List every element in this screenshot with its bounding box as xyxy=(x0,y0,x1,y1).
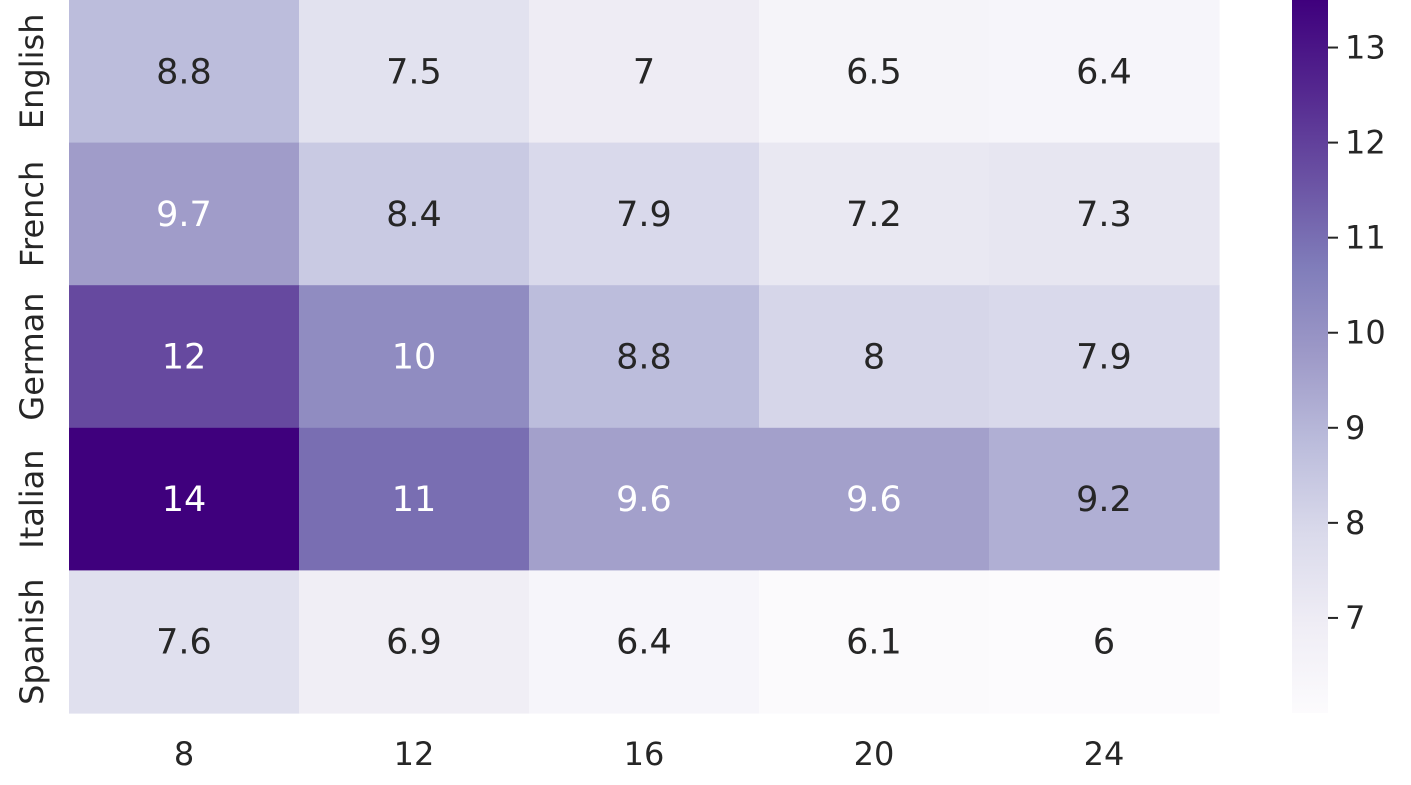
heatmap-cell xyxy=(989,570,1220,714)
heatmap-cell xyxy=(69,427,300,571)
heatmap-cell xyxy=(759,0,990,144)
cell-label: 6.4 xyxy=(1076,52,1132,92)
x-tick-label: 8 xyxy=(174,735,194,773)
cell-label: 8.8 xyxy=(156,52,212,92)
heatmap-cell xyxy=(989,142,1220,286)
cell-label: 11 xyxy=(392,480,437,520)
cell-label: 14 xyxy=(162,480,207,520)
cell-label: 9.6 xyxy=(846,480,902,520)
cell-label: 7 xyxy=(633,52,655,92)
heatmap-cell xyxy=(989,427,1220,571)
cell-label: 6.1 xyxy=(846,623,902,663)
heatmap-cell xyxy=(989,285,1220,429)
x-axis-ticks: 8 12 16 20 24 xyxy=(174,735,1125,773)
heatmap-cells xyxy=(69,0,1220,714)
cell-label: 8.4 xyxy=(386,195,442,235)
colorbar-tick-label: 9 xyxy=(1345,409,1365,447)
heatmap-cell xyxy=(299,285,530,429)
cell-label: 7.9 xyxy=(1076,338,1132,378)
cell-label: 9.2 xyxy=(1076,480,1132,520)
y-tick-label: French xyxy=(13,161,51,267)
heatmap-cell xyxy=(529,142,760,286)
x-tick-label: 24 xyxy=(1084,735,1125,773)
heatmap-cell xyxy=(69,570,300,714)
colorbar-tick-label: 8 xyxy=(1345,504,1365,542)
colorbar-tick-label: 11 xyxy=(1345,219,1386,257)
heatmap-cell xyxy=(69,142,300,286)
colorbar: 7 8 9 10 11 12 13 xyxy=(1292,0,1386,713)
heatmap-cell xyxy=(529,427,760,571)
heatmap-cell xyxy=(299,0,530,144)
colorbar-tick-label: 13 xyxy=(1345,29,1386,67)
heatmap-cell-labels: 8.8 7.5 7 6.5 6.4 9.7 8.4 7.9 7.2 7.3 12 10 8.8 8 7.9 1… xyxy=(156,52,1132,662)
cell-label: 7.6 xyxy=(156,623,212,663)
heatmap-cell xyxy=(759,427,990,571)
colorbar-gradient xyxy=(1292,0,1328,713)
cell-label: 6.4 xyxy=(616,623,672,663)
heatmap-cell xyxy=(69,285,300,429)
heatmap-cell xyxy=(759,570,990,714)
y-tick-label: Spanish xyxy=(13,579,51,705)
cell-label: 8 xyxy=(863,338,885,378)
cell-label: 9.7 xyxy=(156,195,212,235)
y-axis-ticks: English French German Italian Spanish xyxy=(13,14,51,705)
y-tick-label: German xyxy=(13,292,51,420)
heatmap-cell xyxy=(69,0,300,144)
heatmap-cell xyxy=(529,0,760,144)
cell-label: 7.5 xyxy=(386,52,442,92)
heatmap-cell xyxy=(529,285,760,429)
colorbar-tick-label: 12 xyxy=(1345,124,1386,162)
cell-label: 6.5 xyxy=(846,52,902,92)
cell-label: 10 xyxy=(392,338,437,378)
heatmap-cell xyxy=(759,285,990,429)
heatmap-cell xyxy=(299,570,530,714)
x-tick-label: 20 xyxy=(854,735,895,773)
cell-label: 7.3 xyxy=(1076,195,1132,235)
x-tick-label: 12 xyxy=(394,735,435,773)
cell-label: 6 xyxy=(1093,623,1115,663)
cell-label: 7.2 xyxy=(846,195,902,235)
y-tick-label: Italian xyxy=(13,449,51,548)
cell-label: 7.9 xyxy=(616,195,672,235)
heatmap-cell xyxy=(299,142,530,286)
y-tick-label: English xyxy=(13,14,51,130)
heatmap-cell xyxy=(529,570,760,714)
colorbar-tick-label: 7 xyxy=(1345,599,1365,637)
cell-label: 6.9 xyxy=(386,623,442,663)
cell-label: 12 xyxy=(162,338,207,378)
colorbar-ticks: 7 8 9 10 11 12 13 xyxy=(1328,29,1386,637)
heatmap-cell xyxy=(759,142,990,286)
cell-label: 8.8 xyxy=(616,338,672,378)
heatmap-cell xyxy=(989,0,1220,144)
colorbar-tick-label: 10 xyxy=(1345,314,1386,352)
cell-label: 9.6 xyxy=(616,480,672,520)
x-tick-label: 16 xyxy=(624,735,665,773)
heatmap-cell xyxy=(299,427,530,571)
